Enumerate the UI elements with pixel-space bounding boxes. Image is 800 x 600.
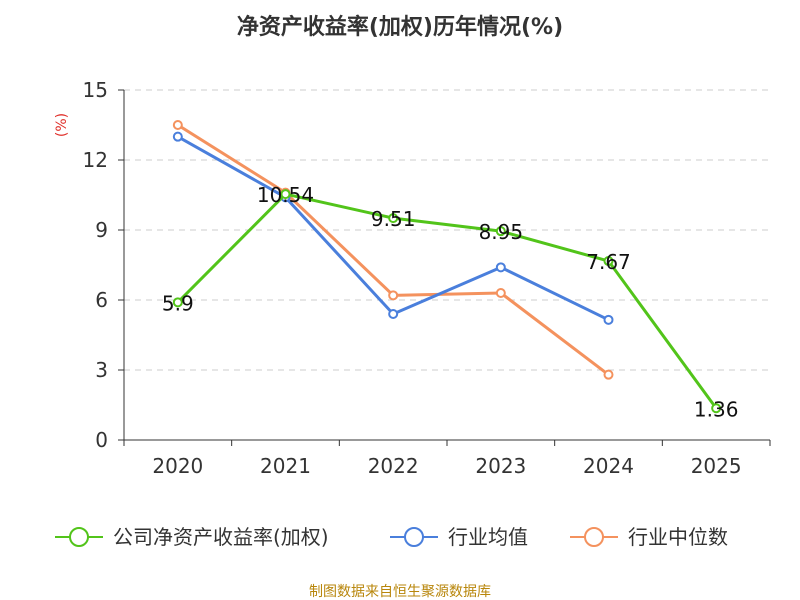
source-note: 制图数据来自恒生聚源数据库 <box>309 584 491 600</box>
y-tick-label: 12 <box>83 148 108 172</box>
data-label-2021: 10.54 <box>257 183 314 207</box>
y-tick-label: 6 <box>95 288 108 312</box>
series-line-2 <box>177 123 610 376</box>
legend-marker-0 <box>69 527 89 547</box>
series-point-1-2024 <box>603 314 614 325</box>
y-tick-label: 15 <box>83 78 108 102</box>
y-tick-label: 3 <box>95 358 108 382</box>
series-group <box>172 120 722 414</box>
data-label-2024: 7.67 <box>586 250 631 274</box>
series-point-0-2020 <box>172 297 183 308</box>
series-1 <box>172 131 614 325</box>
y-tick-label: 0 <box>95 428 108 452</box>
x-tick-label-2020: 2020 <box>152 454 203 478</box>
series-point-0-2022 <box>388 213 399 224</box>
data-label-2022: 9.51 <box>371 207 416 231</box>
series-point-2-2024 <box>603 369 614 380</box>
series-point-0-2023 <box>495 226 506 237</box>
y-axis-label: (%) <box>54 113 70 137</box>
legend-label-0: 公司净资产收益率(加权) <box>113 525 329 549</box>
legend-item-1: 行业均值 <box>390 525 528 549</box>
grid <box>124 89 770 371</box>
x-tick-label-2022: 2022 <box>368 454 419 478</box>
legend-item-0: 公司净资产收益率(加权) <box>55 525 329 549</box>
legend: 公司净资产收益率(加权) 行业均值 行业中位数 <box>55 525 728 549</box>
x-tick-label-2025: 2025 <box>691 454 742 478</box>
series-point-2-2023 <box>495 288 506 298</box>
legend-item-2: 行业中位数 <box>570 525 728 549</box>
legend-marker-1 <box>404 527 424 547</box>
x-tick-label-2021: 2021 <box>260 454 311 478</box>
chart-title: 净资产收益率(加权)历年情况(%) <box>237 14 563 40</box>
series-point-0-2025 <box>711 403 722 414</box>
series-point-0-2021 <box>280 189 291 200</box>
series-point-2-2022 <box>388 290 399 301</box>
legend-marker-2 <box>584 527 604 547</box>
series-point-1-2023 <box>495 262 506 273</box>
series-0 <box>172 189 722 414</box>
x-tick-label-2023: 2023 <box>475 454 526 478</box>
axes: 0 3 6 9 12 15 2020 2021 2022 2023 2024 2025 <box>83 78 771 478</box>
legend-label-1: 行业均值 <box>448 525 528 549</box>
data-labels: 5.9 10.54 9.51 8.95 7.67 1.36 <box>162 183 739 421</box>
data-label-2025: 1.36 <box>694 397 739 421</box>
legend-label-2: 行业中位数 <box>628 525 728 549</box>
series-point-1-2020 <box>172 131 183 142</box>
x-tick-label-2024: 2024 <box>583 454 634 478</box>
data-label-2023: 8.95 <box>479 220 524 244</box>
series-point-1-2022 <box>388 309 399 319</box>
y-tick-label: 9 <box>95 218 108 242</box>
series-point-2-2020 <box>172 120 183 130</box>
series-point-0-2024 <box>603 256 614 267</box>
series-line-0 <box>176 192 718 410</box>
data-label-2020: 5.9 <box>162 291 194 315</box>
